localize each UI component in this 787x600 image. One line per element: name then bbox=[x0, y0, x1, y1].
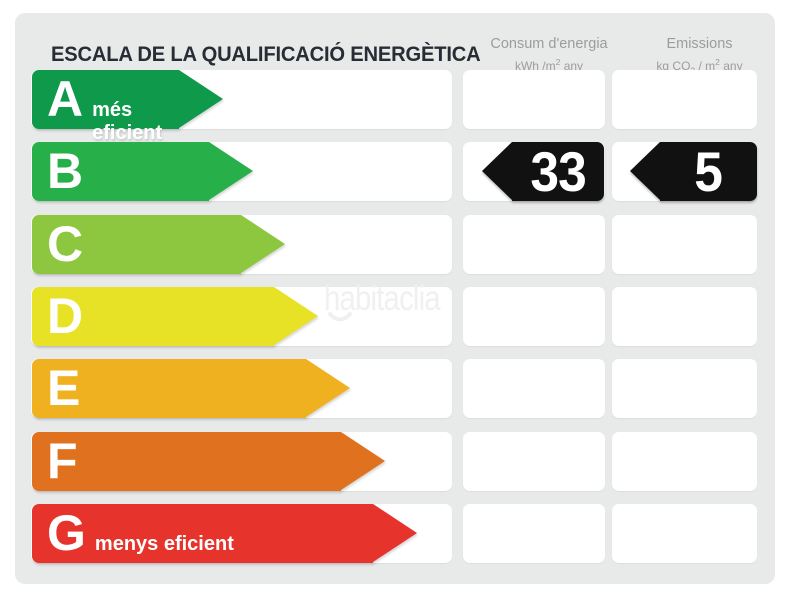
rating-arrow-tip bbox=[373, 504, 417, 562]
consumption-header-label: Consum d'energia bbox=[490, 36, 608, 52]
emissions-cell-F bbox=[612, 432, 757, 491]
rating-arrow-E: E bbox=[32, 359, 350, 418]
page-title: ESCALA DE LA QUALIFICACIÓ ENERGÈTICA bbox=[51, 43, 481, 66]
rating-arrow-B: B bbox=[32, 142, 253, 201]
rating-letter-C: C bbox=[47, 216, 84, 272]
rating-arrow-D: D bbox=[32, 287, 318, 346]
emissions-value-arrow: 5 bbox=[630, 140, 757, 203]
rating-arrow-tip bbox=[274, 287, 318, 345]
rating-arrow-tip bbox=[241, 215, 285, 273]
rating-letter-G: G bbox=[47, 505, 86, 561]
rating-letter-D: D bbox=[47, 288, 84, 344]
rating-letter-B: B bbox=[47, 143, 84, 199]
rating-letter-F: F bbox=[47, 433, 78, 489]
consumption-value-arrow: 33 bbox=[482, 140, 604, 203]
emissions-cell-G bbox=[612, 504, 757, 563]
value-text: 33 bbox=[530, 140, 586, 203]
rating-letter-A: A bbox=[47, 71, 84, 127]
column-header-consumption: Consum d'energia kWh /m2 any bbox=[478, 36, 620, 73]
rating-arrow-tip bbox=[179, 70, 223, 128]
consumption-header-unit: kWh /m2 any bbox=[514, 57, 584, 73]
rating-arrow-C: C bbox=[32, 215, 285, 274]
emissions-cell-D bbox=[612, 287, 757, 346]
emissions-header-label: Emissions bbox=[666, 36, 733, 52]
emissions-cell-E bbox=[612, 359, 757, 418]
emissions-cell-A bbox=[612, 70, 757, 129]
emissions-cell-C bbox=[612, 215, 757, 274]
rating-arrow-F: F bbox=[32, 432, 385, 491]
consumption-cell-F bbox=[463, 432, 605, 491]
consumption-cell-C bbox=[463, 215, 605, 274]
rating-arrow-tip bbox=[306, 359, 350, 417]
consumption-cell-G bbox=[463, 504, 605, 563]
consumption-cell-A bbox=[463, 70, 605, 129]
rating-note-G: menys eficient bbox=[94, 533, 234, 555]
value-arrow-tip bbox=[482, 142, 512, 200]
rating-note-A: més eficient bbox=[92, 99, 163, 144]
consumption-cell-D bbox=[463, 287, 605, 346]
rating-letter-E: E bbox=[47, 360, 81, 416]
value-arrow-tip bbox=[630, 142, 660, 200]
rating-arrow-tip bbox=[341, 432, 385, 490]
value-text: 5 bbox=[694, 140, 724, 203]
consumption-cell-E bbox=[463, 359, 605, 418]
rating-arrow-tip bbox=[209, 142, 253, 200]
